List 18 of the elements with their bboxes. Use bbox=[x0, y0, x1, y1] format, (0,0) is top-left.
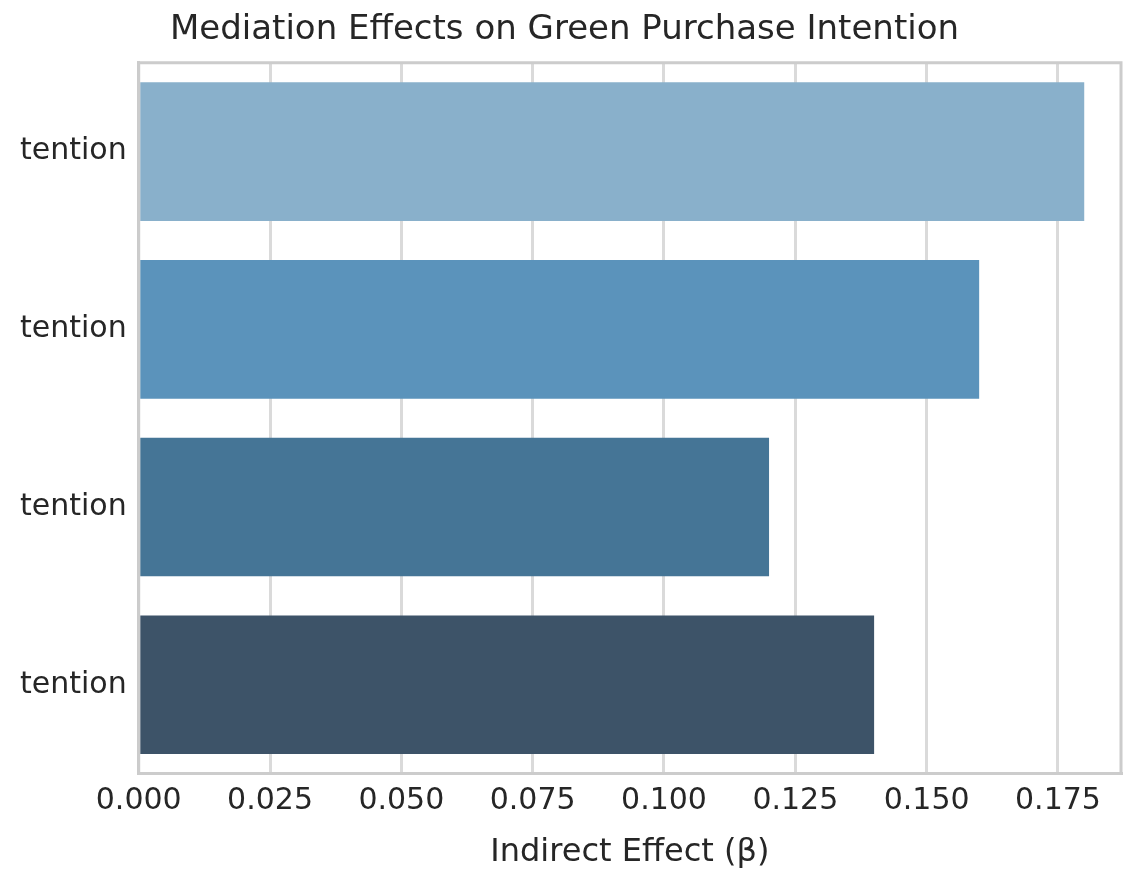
x-tick-label: 0.150 bbox=[883, 781, 970, 817]
bar bbox=[140, 82, 1085, 221]
y-tick-label: tention bbox=[20, 486, 127, 522]
y-tick-label: tention bbox=[20, 309, 127, 345]
bar bbox=[140, 437, 770, 577]
x-tick-label: 0.125 bbox=[752, 781, 839, 817]
x-tick-label: 0.000 bbox=[95, 781, 182, 817]
x-tick-label: 0.075 bbox=[489, 781, 576, 817]
y-tick-label: tention bbox=[20, 131, 127, 167]
bar bbox=[140, 615, 875, 755]
x-tick-label: 0.100 bbox=[621, 781, 707, 817]
y-tick-label: tention bbox=[20, 664, 127, 700]
bar bbox=[140, 260, 980, 399]
x-tick-label: 0.050 bbox=[358, 781, 445, 817]
x-axis-title: Indirect Effect (β) bbox=[490, 831, 770, 870]
chart-title: Mediation Effects on Green Purchase Intention bbox=[169, 7, 960, 48]
x-tick-label: 0.175 bbox=[1015, 781, 1101, 817]
x-tick-label: 0.025 bbox=[227, 781, 313, 817]
